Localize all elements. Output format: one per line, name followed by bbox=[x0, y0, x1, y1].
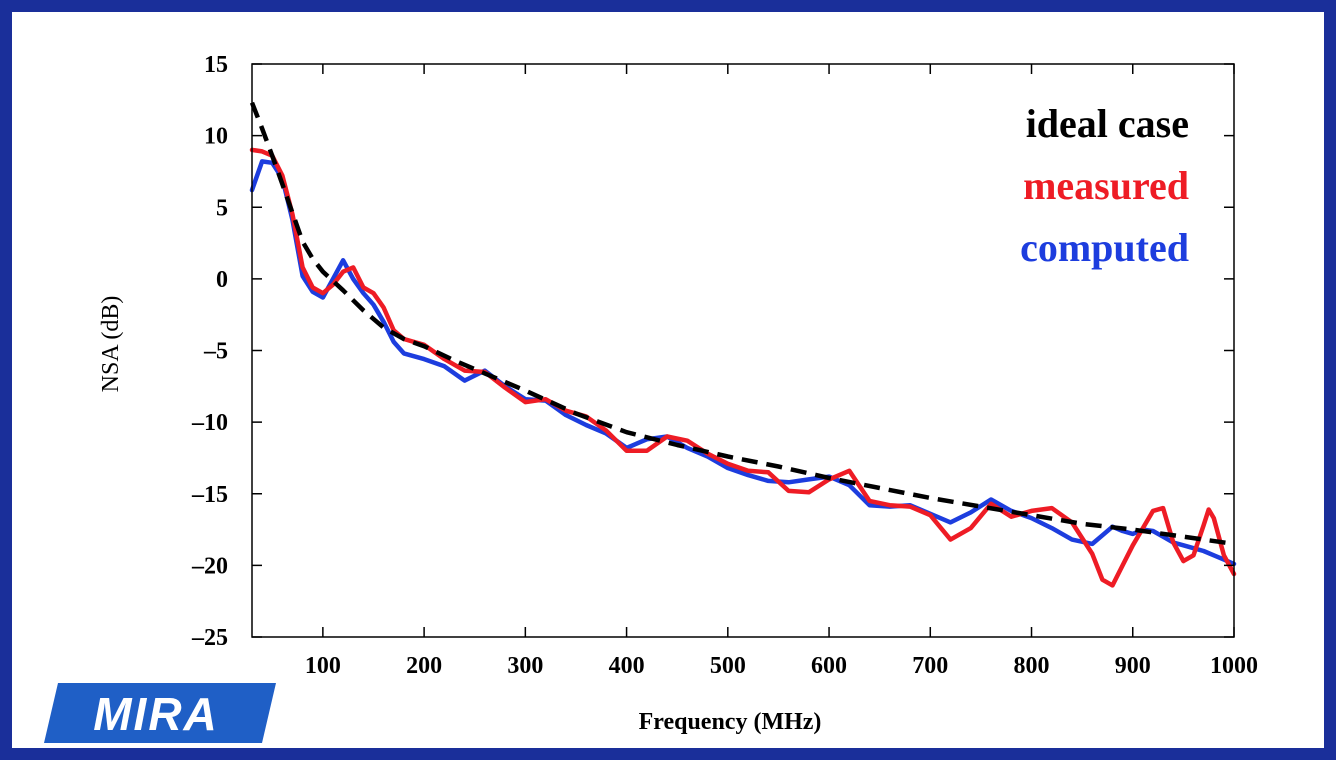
x-axis-title: Frequency (MHz) bbox=[639, 709, 822, 735]
ticks-layer: 100 200 300 400 500 600 700 800 900 1000 15 10 5 0 –5 –… bbox=[191, 52, 1258, 679]
x-tick-label: 600 bbox=[811, 653, 847, 679]
legend-item-computed: computed bbox=[1020, 225, 1189, 270]
y-tick-label: –25 bbox=[191, 625, 228, 651]
y-tick-label: 10 bbox=[204, 124, 228, 150]
y-tick-label: –20 bbox=[191, 553, 228, 579]
x-tick-label: 700 bbox=[912, 653, 948, 679]
y-tick-label: –10 bbox=[191, 410, 228, 436]
x-tick-label: 300 bbox=[507, 653, 543, 679]
logo-text: MIRA bbox=[93, 688, 219, 740]
series-layer bbox=[249, 101, 1237, 588]
legend: ideal case measured computed bbox=[1020, 101, 1189, 270]
logo-background bbox=[44, 683, 276, 743]
y-tick-label: 0 bbox=[216, 267, 228, 293]
x-tick-label: 900 bbox=[1115, 653, 1151, 679]
x-tick-label: 100 bbox=[305, 653, 341, 679]
series-line-ideal-case bbox=[249, 101, 1235, 547]
legend-item-measured: measured bbox=[1023, 163, 1189, 208]
series-line-computed bbox=[249, 159, 1237, 567]
x-tick-label: 200 bbox=[406, 653, 442, 679]
x-tick-label: 400 bbox=[609, 653, 645, 679]
series-line-measured bbox=[249, 147, 1237, 588]
y-tick-label: –15 bbox=[191, 482, 228, 508]
y-tick-label: –5 bbox=[203, 339, 228, 365]
x-tick-label: 1000 bbox=[1210, 653, 1258, 679]
y-tick-label: 5 bbox=[216, 195, 228, 221]
x-tick-label: 500 bbox=[710, 653, 746, 679]
x-tick-label: 800 bbox=[1014, 653, 1050, 679]
y-axis-title: NSA (dB) bbox=[98, 296, 124, 393]
legend-item-ideal-case: ideal case bbox=[1026, 101, 1189, 146]
slide-frame bbox=[12, 12, 1324, 748]
mira-logo: MIRA bbox=[44, 683, 276, 743]
y-tick-label: 15 bbox=[204, 52, 228, 78]
